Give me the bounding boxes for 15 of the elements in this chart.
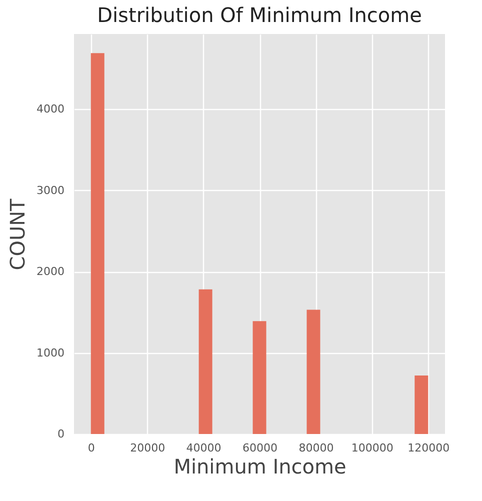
chart-title: Distribution Of Minimum Income bbox=[97, 3, 422, 27]
x-tick-label: 60000 bbox=[242, 442, 278, 454]
y-axis-title: COUNT bbox=[6, 198, 30, 270]
y-tick-label: 4000 bbox=[36, 102, 64, 116]
y-tick-label: 0 bbox=[58, 428, 64, 440]
y-tick-label: 3000 bbox=[36, 184, 64, 197]
x-tick-label: 20000 bbox=[130, 442, 166, 454]
x-tick-label: 120000 bbox=[408, 442, 450, 454]
x-tick-label: 0 bbox=[88, 442, 95, 454]
y-tick-label: 1000 bbox=[36, 346, 64, 360]
x-axis-title: Minimum Income bbox=[174, 454, 346, 478]
x-tick-label: 40000 bbox=[186, 442, 222, 454]
y-tick-label: 2000 bbox=[36, 265, 64, 278]
x-tick-label: 100000 bbox=[351, 442, 394, 454]
x-tick-label: 80000 bbox=[298, 442, 334, 454]
